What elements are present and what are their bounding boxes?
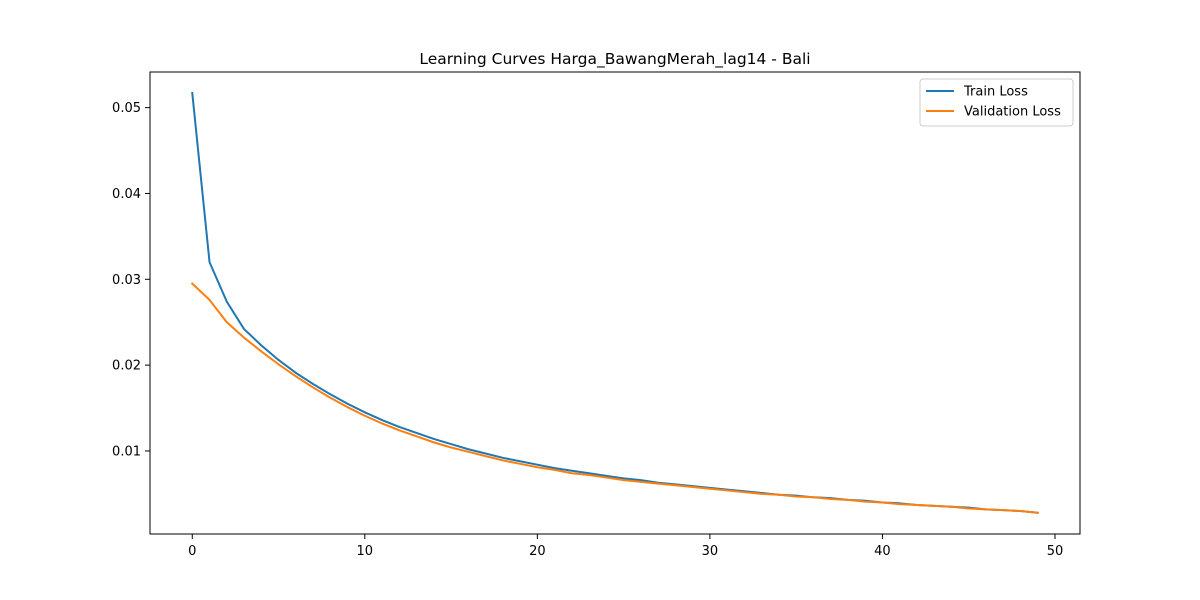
x-tick-label: 20 [529, 544, 546, 559]
y-tick-label: 0.03 [112, 273, 141, 288]
x-tick-label: 40 [874, 544, 891, 559]
chart-title: Learning Curves Harga_BawangMerah_lag14 … [419, 50, 810, 69]
y-tick-label: 0.04 [112, 187, 141, 202]
y-axis: 0.01 0.02 0.03 0.04 0.05 [112, 101, 150, 459]
x-tick-label: 0 [188, 544, 196, 559]
x-axis: 0 10 20 30 40 50 [188, 534, 1063, 559]
y-tick-label: 0.01 [112, 444, 141, 459]
y-tick-label: 0.02 [112, 359, 141, 374]
y-tick-label: 0.05 [112, 101, 141, 116]
legend-box [919, 78, 1074, 127]
x-tick-label: 30 [702, 544, 719, 559]
plot-background [150, 72, 1080, 534]
legend-label: Train Loss [963, 85, 1028, 100]
plot-frame [149, 71, 1081, 535]
x-tick-label: 50 [1047, 544, 1064, 559]
legend: Train Loss Validation Loss [919, 78, 1074, 127]
series-line-validation-loss [190, 282, 1039, 514]
plot-area [150, 72, 1080, 534]
series-lines [190, 91, 1039, 514]
x-tick-label: 10 [357, 544, 374, 559]
legend-label: Validation Loss [964, 105, 1061, 120]
